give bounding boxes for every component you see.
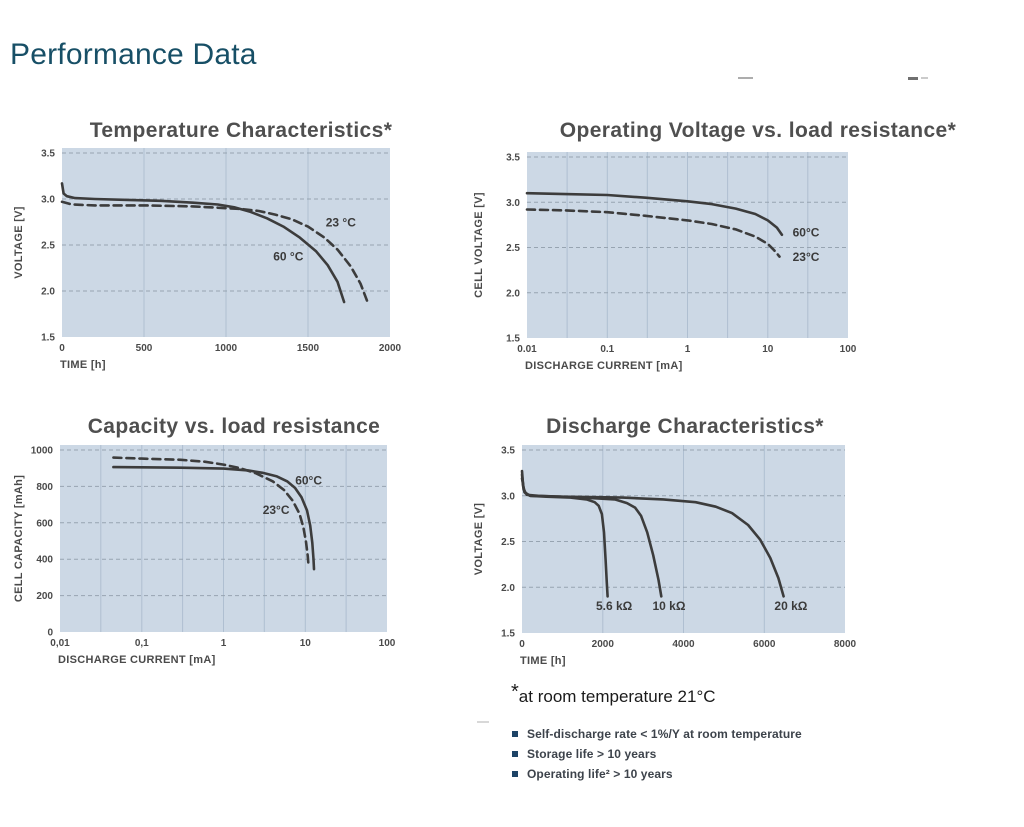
x-tick-label: 0,1 bbox=[135, 638, 149, 649]
series-curve-60°C bbox=[525, 191, 784, 237]
chart-title-operating-voltage: Operating Voltage vs. load resistance* bbox=[559, 119, 957, 143]
y-tick-label: 200 bbox=[36, 591, 53, 602]
y-axis-title: VOLTAGE [V] bbox=[13, 206, 25, 279]
y-tick-label: 2.5 bbox=[506, 243, 520, 254]
y-tick-label: 600 bbox=[36, 518, 53, 529]
y-axis-title: VOLTAGE [V] bbox=[473, 503, 485, 576]
artifact-dash-2 bbox=[908, 77, 918, 80]
x-tick-label: 8000 bbox=[834, 639, 857, 650]
square-bullet-icon bbox=[512, 771, 518, 777]
x-tick-label: 2000 bbox=[592, 639, 615, 650]
footnote-text: at room temperature 21°C bbox=[518, 687, 716, 706]
series-label-23°C: 23°C bbox=[793, 250, 820, 264]
chart-canvas: 60 °C 23 °C 0 500 1000 1500 2000 1.5 2.0 2.5 3.0 3.… bbox=[13, 148, 402, 371]
series-label-60 °C: 60 °C bbox=[273, 250, 303, 264]
series-curve-60°C bbox=[112, 465, 316, 571]
feature-bullet-list: Self-discharge rate < 1%/Y at room tempe… bbox=[512, 724, 802, 784]
bullet-text-storage-life: Storage life > 10 years bbox=[527, 747, 657, 761]
footnote-asterisk: * bbox=[511, 681, 519, 703]
discharge-characteristics-chart: 5.6 kΩ 10 kΩ 20 kΩ 0 2000 4000 6000 8000 1.5 2.0 2… bbox=[470, 435, 900, 685]
chart-canvas: 60°C 23°C 0.01 0.1 1 10 100 1.5 2.0 2.5 3.0 3.5 DISC… bbox=[473, 152, 857, 372]
artifact-dash-4 bbox=[477, 721, 489, 723]
series-label-23 °C: 23 °C bbox=[326, 216, 356, 230]
x-tick-label: 1500 bbox=[297, 343, 320, 354]
y-axis-title: CELL CAPACITY [mAh] bbox=[13, 475, 25, 602]
x-tick-label: 0 bbox=[519, 639, 525, 650]
square-bullet-icon bbox=[512, 751, 518, 757]
series-curve-23 °C bbox=[60, 200, 370, 305]
x-tick-label: 10 bbox=[300, 638, 312, 649]
y-tick-label: 3.5 bbox=[506, 153, 520, 164]
y-tick-label: 3.0 bbox=[501, 491, 515, 502]
y-tick-label: 1.5 bbox=[506, 334, 520, 345]
x-axis-title: TIME [h] bbox=[60, 359, 106, 371]
x-tick-label: 1 bbox=[221, 638, 227, 649]
x-tick-label: 0.01 bbox=[517, 344, 537, 355]
operating-voltage-chart: 60°C 23°C 0.01 0.1 1 10 100 1.5 2.0 2.5 3.0 3.5 DISC… bbox=[470, 140, 890, 390]
y-tick-label: 2.0 bbox=[501, 583, 515, 594]
x-tick-label: 4000 bbox=[672, 639, 695, 650]
list-item: Storage life > 10 years bbox=[512, 744, 802, 764]
y-tick-label: 2.0 bbox=[506, 288, 520, 299]
chart-title-discharge-characteristics: Discharge Characteristics* bbox=[546, 415, 824, 439]
bullet-text-self-discharge: Self-discharge rate < 1%/Y at room tempe… bbox=[527, 727, 802, 741]
x-tick-label: 0 bbox=[59, 343, 65, 354]
y-tick-label: 3.5 bbox=[41, 149, 55, 160]
chart-canvas: 23°C60°C0,01 0,1 1 10 10002004006008001000DI… bbox=[13, 445, 396, 666]
capacity-chart: 23°C 60°C 0,01 0,1 1 10 100 0 200 400 600 800 1000 DI… bbox=[10, 435, 440, 685]
series-label-60°C: 60°C bbox=[295, 474, 322, 488]
x-axis-title: TIME [h] bbox=[520, 655, 566, 667]
artifact-dash-1 bbox=[738, 77, 753, 79]
y-tick-label: 3.0 bbox=[506, 198, 520, 209]
x-tick-label: 100 bbox=[379, 638, 396, 649]
y-tick-label: 3.0 bbox=[41, 195, 55, 206]
series-label-20 kΩ: 20 kΩ bbox=[774, 599, 807, 613]
y-tick-label: 1.5 bbox=[501, 629, 515, 640]
y-tick-label: 2.5 bbox=[501, 537, 515, 548]
x-tick-label: 500 bbox=[136, 343, 153, 354]
page-title: Performance Data bbox=[10, 38, 257, 72]
chart-canvas: 5.6 kΩ 10 kΩ 20 kΩ 0 2000 4000 6000 8000 1.5 2.0 2… bbox=[473, 445, 857, 667]
x-axis-title: DISCHARGE CURRENT [mA] bbox=[58, 654, 216, 666]
x-tick-label: 6000 bbox=[753, 639, 776, 650]
series-curve-20 kΩ bbox=[520, 477, 785, 598]
y-axis-title: CELL VOLTAGE [V] bbox=[473, 192, 485, 298]
footnote: *at room temperature 21°C bbox=[511, 681, 716, 707]
temperature-characteristics-chart: 60 °C 23 °C 0 500 1000 1500 2000 1.5 2.0 2.5 3.0 3.… bbox=[10, 140, 430, 390]
x-tick-label: 10 bbox=[762, 344, 774, 355]
series-curve-60 °C bbox=[60, 182, 346, 304]
x-tick-label: 1000 bbox=[215, 343, 238, 354]
list-item: Self-discharge rate < 1%/Y at room tempe… bbox=[512, 724, 802, 744]
series-label-23°C: 23°C bbox=[263, 503, 290, 517]
list-item: Operating life² > 10 years bbox=[512, 764, 802, 784]
y-tick-label: 400 bbox=[36, 555, 53, 566]
artifact-dash-3 bbox=[921, 77, 928, 79]
series-label-10 kΩ: 10 kΩ bbox=[653, 599, 686, 613]
y-tick-label: 3.5 bbox=[501, 446, 515, 457]
bullet-text-operating-life: Operating life² > 10 years bbox=[527, 767, 673, 781]
x-axis-title: DISCHARGE CURRENT [mA] bbox=[525, 360, 683, 372]
chart-title-capacity: Capacity vs. load resistance bbox=[87, 415, 381, 439]
series-curve-23°C bbox=[112, 456, 310, 568]
x-tick-label: 0.1 bbox=[600, 344, 614, 355]
y-tick-label: 800 bbox=[36, 482, 53, 493]
x-tick-label: 2000 bbox=[379, 343, 402, 354]
y-tick-label: 1.5 bbox=[41, 333, 55, 344]
x-tick-label: 1 bbox=[685, 344, 691, 355]
x-tick-label: 100 bbox=[840, 344, 857, 355]
x-tick-label: 0,01 bbox=[50, 638, 70, 649]
y-tick-label: 2.5 bbox=[41, 241, 55, 252]
y-tick-label: 0 bbox=[47, 628, 53, 639]
chart-title-temperature-characteristics: Temperature Characteristics* bbox=[89, 119, 393, 143]
y-tick-label: 2.0 bbox=[41, 287, 55, 298]
series-label-60°C: 60°C bbox=[793, 226, 820, 240]
series-curve-23°C bbox=[525, 208, 781, 258]
y-tick-label: 1000 bbox=[31, 446, 54, 457]
square-bullet-icon bbox=[512, 731, 518, 737]
series-label-5.6 kΩ: 5.6 kΩ bbox=[596, 599, 633, 613]
